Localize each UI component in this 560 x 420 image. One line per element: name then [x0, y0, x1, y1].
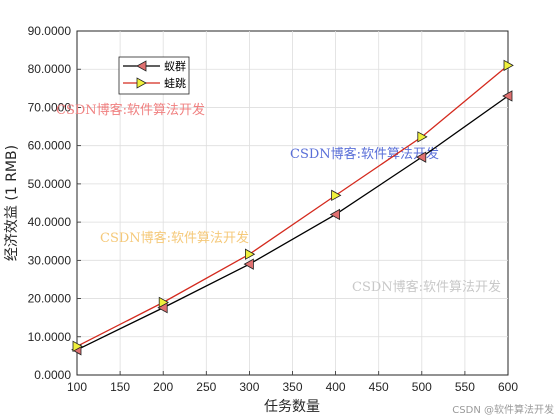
y-tick-labels: 0.0000 10.0000 20.0000 30.0000 40.0000 50.000… — [28, 24, 72, 382]
data-point-蛙跳 — [503, 59, 514, 72]
data-point-蚁群 — [329, 208, 341, 221]
y-tick-label: 80.0000 — [28, 62, 72, 76]
data-point-蛙跳 — [244, 248, 256, 260]
x-tick-label: 500 — [412, 380, 432, 394]
legend: 蚁群 蛙跳 — [118, 56, 190, 95]
x-tick-label: 400 — [326, 380, 346, 394]
footer-credit: CSDN @软件算法开发 — [452, 403, 554, 416]
data-point-蛙跳 — [72, 340, 83, 353]
data-point-蛙跳 — [417, 131, 428, 143]
y-tick-label: 40.0000 — [28, 215, 72, 229]
data-point-蚁群 — [415, 151, 427, 163]
y-tick-label: 70.0000 — [28, 100, 72, 114]
x-axis-label: 任务数量 — [264, 399, 320, 415]
x-tick-label: 350 — [282, 380, 302, 394]
x-tick-label: 100 — [67, 380, 87, 394]
y-tick-label: 90.0000 — [28, 24, 72, 38]
y-tick-label: 30.0000 — [28, 253, 72, 267]
legend-marker-蛙跳 — [136, 77, 147, 89]
series-line-蚁群 — [76, 95, 509, 351]
y-tick-label: 20.0000 — [28, 292, 72, 306]
y-axis-label: 经济效益 (1 RMB) — [4, 145, 20, 261]
series-line-蛙跳 — [76, 64, 509, 347]
x-tick-label: 450 — [369, 380, 389, 394]
series-lines — [76, 64, 509, 351]
x-tick-label: 600 — [498, 380, 518, 394]
legend-label-蚁群: 蚁群 — [164, 59, 186, 73]
watermark-text: CSDN博客:软件算法开发 — [352, 279, 501, 295]
x-tick-label: 250 — [196, 380, 216, 394]
grid-lines — [76, 30, 509, 376]
x-tick-labels: 100 150 200 250 300 350 400 450 500 550 600 — [67, 380, 518, 394]
watermark-text: CSDN博客:软件算法开发 — [100, 230, 249, 246]
x-tick-label: 300 — [239, 380, 259, 394]
x-tick-label: 550 — [455, 380, 475, 394]
legend-marker-蚁群 — [136, 60, 147, 72]
series-markers — [71, 59, 514, 356]
y-tick-label: 10.0000 — [28, 330, 72, 344]
legend-label-蛙跳: 蛙跳 — [164, 76, 186, 90]
watermark-text: CSDN博客:软件算法开发 — [290, 146, 439, 162]
y-tick-label: 50.0000 — [28, 177, 72, 191]
data-point-蛙跳 — [158, 296, 170, 309]
y-tick-label: 0.0000 — [34, 368, 71, 382]
watermark-text: CSDN博客:软件算法开发 — [56, 102, 205, 118]
x-tick-label: 200 — [153, 380, 173, 394]
y-tick-label: 60.0000 — [28, 139, 72, 153]
x-tick-label: 150 — [110, 380, 130, 394]
data-point-蚁群 — [502, 90, 513, 102]
legend-box — [118, 56, 190, 95]
data-point-蚁群 — [243, 258, 254, 270]
data-point-蛙跳 — [331, 189, 342, 202]
